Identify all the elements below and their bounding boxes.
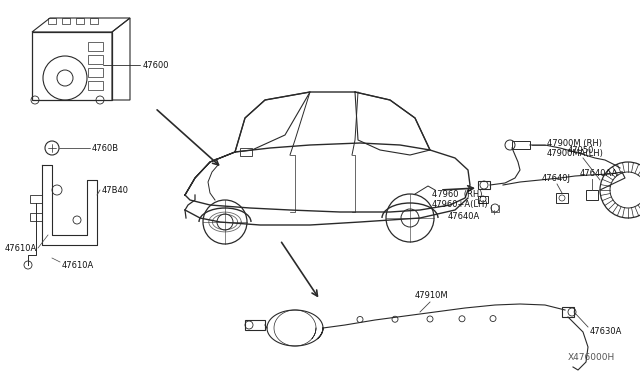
Text: 47640J: 47640J [542, 173, 571, 183]
Text: 47910M: 47910M [415, 292, 449, 301]
Bar [32, 32, 112, 100]
Text: 47950: 47950 [568, 145, 595, 154]
Bar [88, 42, 103, 51]
Text: 47960  (RH): 47960 (RH) [432, 189, 483, 199]
Bar [245, 320, 265, 330]
Bar [88, 68, 103, 77]
Text: 4760B: 4760B [92, 144, 119, 153]
Bar [62, 18, 70, 24]
Bar [512, 141, 530, 149]
Text: 47900MA(LH): 47900MA(LH) [547, 148, 604, 157]
Text: 47640AA: 47640AA [580, 169, 618, 177]
Bar [478, 196, 488, 203]
Bar [240, 148, 252, 156]
Text: 47B40: 47B40 [102, 186, 129, 195]
Text: X476000H: X476000H [568, 353, 615, 362]
Bar [478, 181, 490, 189]
Bar [30, 195, 42, 203]
Text: 47960+A(LH): 47960+A(LH) [432, 199, 488, 208]
Bar [88, 81, 103, 90]
Bar [586, 190, 598, 200]
Bar [48, 18, 56, 24]
Bar [88, 55, 103, 64]
Bar [76, 18, 84, 24]
Text: 47610A: 47610A [62, 260, 94, 269]
Text: 47640A: 47640A [448, 212, 480, 221]
Bar [90, 18, 98, 24]
Bar [562, 307, 574, 317]
Text: 47900M (RH): 47900M (RH) [547, 138, 602, 148]
Text: 47600: 47600 [143, 61, 170, 70]
Text: 47610A: 47610A [5, 244, 37, 253]
Bar [556, 193, 568, 203]
Bar [30, 213, 42, 221]
Text: 47630A: 47630A [590, 327, 622, 337]
